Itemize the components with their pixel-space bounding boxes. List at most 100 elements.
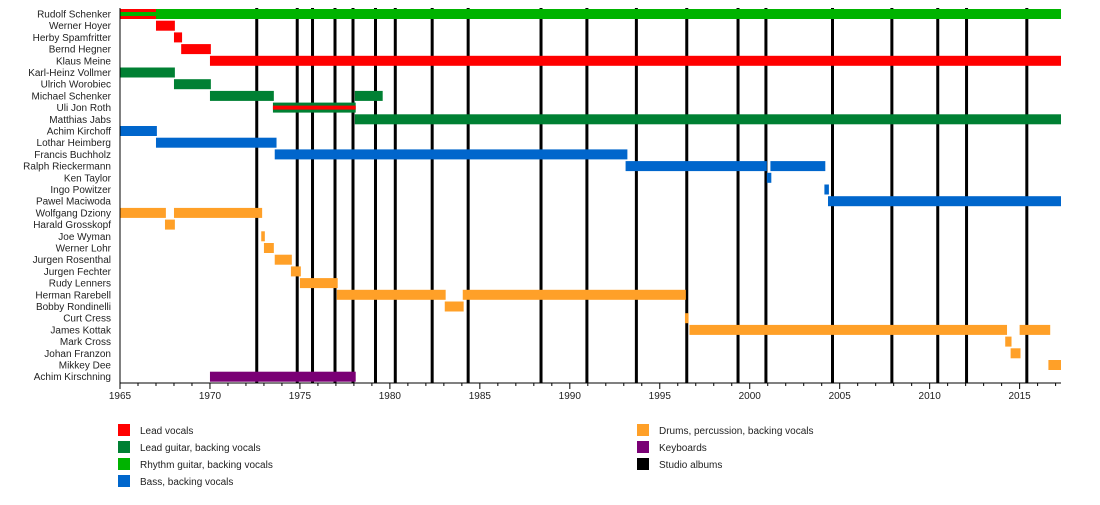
- legend-label: Studio albums: [659, 460, 722, 471]
- member-label: Bobby Rondinelli: [36, 302, 111, 313]
- studio-album-lines: [255, 8, 1029, 383]
- member-bar: [770, 161, 826, 172]
- member-bar: [173, 79, 211, 90]
- legend-swatch: [118, 475, 130, 487]
- tick-label: 2000: [739, 391, 762, 402]
- member-label: Karl-Heinz Vollmer: [28, 68, 111, 79]
- member-bar: [209, 55, 1061, 66]
- member-label: Mark Cross: [60, 337, 111, 348]
- tick-label: 1980: [379, 391, 402, 402]
- studio-album-line: [373, 8, 377, 383]
- member-label: Herman Rarebell: [35, 290, 111, 301]
- studio-album-line: [585, 8, 589, 383]
- tick-label: 2005: [829, 391, 852, 402]
- member-label: Joe Wyman: [58, 232, 111, 243]
- member-bar: [120, 207, 166, 218]
- legend-swatch: [118, 458, 130, 470]
- member-bar: [209, 90, 274, 101]
- legend-label: Lead vocals: [140, 426, 193, 437]
- member-label: Jurgen Rosenthal: [33, 255, 111, 266]
- member-label: Achim Kirchoff: [47, 127, 112, 138]
- legend-label: Bass, backing vocals: [140, 477, 233, 488]
- legend-swatch: [118, 441, 130, 453]
- legend-swatch: [637, 458, 649, 470]
- member-label: Pawel Maciwoda: [36, 197, 111, 208]
- member-label: Klaus Meine: [56, 56, 111, 67]
- studio-album-line: [936, 8, 940, 383]
- member-label: Herby Spamfritter: [33, 33, 112, 44]
- member-label: Harald Grosskopf: [33, 220, 111, 231]
- member-bars: [120, 9, 1062, 382]
- studio-album-line: [965, 8, 969, 383]
- member-label: Bernd Hegner: [49, 45, 112, 56]
- tick-label: 1965: [109, 391, 132, 402]
- member-bar: [120, 67, 175, 78]
- member-bar: [824, 184, 829, 195]
- member-bar: [684, 313, 689, 324]
- member-label: Uli Jon Roth: [57, 103, 111, 114]
- tick-label: 1990: [559, 391, 582, 402]
- member-bar: [1019, 324, 1051, 335]
- member-label: Curt Cress: [63, 314, 111, 325]
- legend-swatch: [118, 424, 130, 436]
- legend-label: Lead guitar, backing vocals: [140, 443, 261, 454]
- member-bar: [336, 289, 446, 300]
- member-bar: [766, 172, 772, 183]
- studio-album-line: [890, 8, 894, 383]
- member-bar: [462, 289, 686, 300]
- member-bar: [1005, 336, 1012, 347]
- studio-album-line: [255, 8, 259, 383]
- member-bar-inner: [120, 12, 156, 16]
- studio-album-line: [333, 8, 337, 383]
- member-bar: [1010, 348, 1021, 359]
- member-label: Matthias Jabs: [49, 115, 111, 126]
- studio-album-line: [351, 8, 355, 383]
- studio-album-line: [634, 8, 638, 383]
- member-label: Johan Franzon: [44, 349, 111, 360]
- member-bar-inner: [272, 105, 356, 110]
- member-bar: [827, 196, 1061, 207]
- member-label: Ken Taylor: [64, 173, 112, 184]
- member-bar: [209, 371, 356, 382]
- studio-album-line: [295, 8, 299, 383]
- legend-label: Drums, percussion, backing vocals: [659, 426, 814, 437]
- studio-album-line: [685, 8, 689, 383]
- member-label: Jurgen Fechter: [44, 267, 112, 278]
- member-bar: [274, 149, 628, 160]
- studio-album-line: [430, 8, 434, 383]
- member-label: Wolfgang Dziony: [36, 208, 111, 219]
- member-bar: [155, 137, 277, 148]
- member-label: Werner Hoyer: [49, 21, 112, 32]
- member-bar: [625, 161, 767, 172]
- member-bar: [164, 219, 175, 230]
- tick-label: 1975: [289, 391, 312, 402]
- member-bar: [274, 254, 292, 265]
- tick-label: 2015: [1008, 391, 1031, 402]
- member-bar: [173, 207, 263, 218]
- member-bar: [173, 32, 183, 43]
- studio-album-line: [764, 8, 768, 383]
- tick-label: 1970: [199, 391, 222, 402]
- tick-label: 1985: [469, 391, 492, 402]
- member-label: Francis Buchholz: [34, 150, 111, 161]
- member-label: James Kottak: [50, 325, 112, 336]
- member-bar: [299, 278, 338, 289]
- tick-label: 1995: [649, 391, 672, 402]
- member-bar: [689, 324, 1008, 335]
- member-bar: [120, 126, 157, 136]
- member-bar: [290, 266, 301, 277]
- member-label: Lothar Heimberg: [37, 138, 111, 149]
- legend-swatch: [637, 441, 649, 453]
- legend: Lead vocals Lead guitar, backing vocals Rh…: [118, 424, 814, 488]
- member-bar: [181, 44, 211, 55]
- member-label: Ingo Powitzer: [50, 185, 111, 196]
- member-bar: [261, 231, 265, 242]
- studio-album-line: [393, 8, 397, 383]
- member-label: Achim Kirschning: [34, 372, 111, 383]
- member-label: Michael Schenker: [32, 91, 112, 102]
- member-label: Ralph Rieckermann: [23, 162, 111, 173]
- member-bar: [120, 9, 1061, 19]
- member-bar: [1048, 360, 1061, 370]
